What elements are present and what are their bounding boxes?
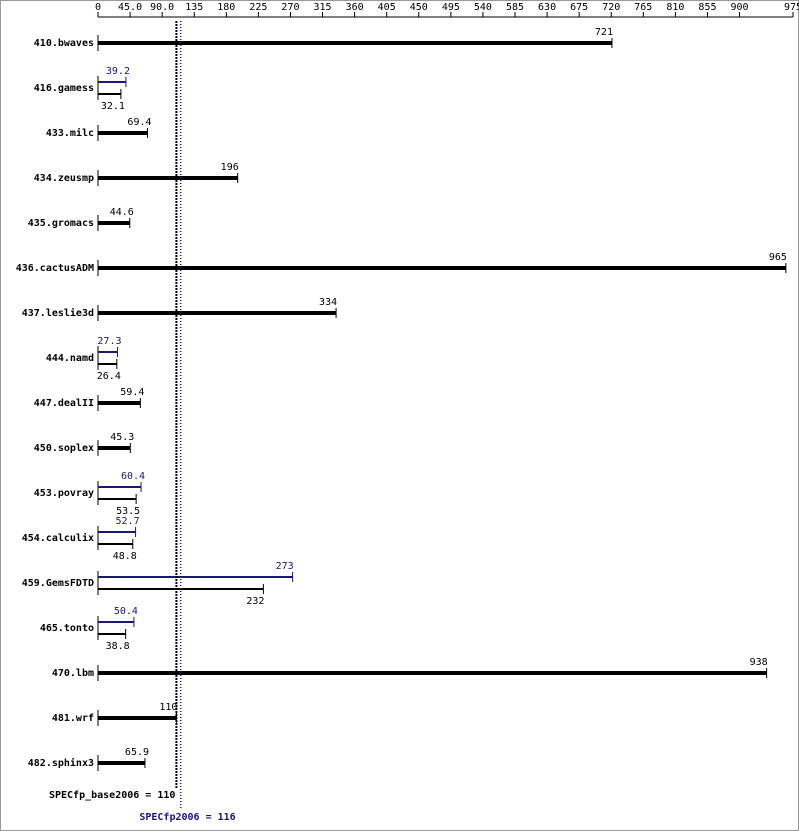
value-label: 52.7 [116,516,140,527]
x-tick-label: 225 [249,2,267,13]
category-label: 444.namd [46,353,94,364]
x-tick-label: 360 [346,2,364,13]
value-label: 39.2 [106,66,130,77]
category-label: 454.calculix [22,532,94,544]
value-label: 232 [246,596,264,607]
value-label: 60.4 [121,471,145,482]
x-tick-label: 180 [217,2,235,13]
x-tick-label: 135 [185,2,203,13]
value-label: 27.3 [97,336,121,347]
value-label: 965 [769,252,787,263]
value-label: 65.9 [125,747,149,758]
value-label: 196 [221,162,239,173]
category-label: 416.gamess [34,83,94,94]
x-tick-label: 270 [281,2,299,13]
value-label: 273 [276,561,294,572]
x-tick-label: 720 [602,2,620,13]
category-label: 436.cactusADM [16,263,94,274]
value-label: 26.4 [97,371,121,382]
x-tick-label: 630 [538,2,556,13]
value-label: 110 [159,702,177,713]
value-label: 334 [319,297,337,308]
value-label: 721 [595,27,613,38]
category-label: 459.GemsFDTD [22,578,94,589]
category-label: 437.leslie3d [22,307,94,319]
value-label: 69.4 [127,117,151,128]
category-label: 481.wrf [52,713,94,724]
category-label: 450.soplex [34,443,94,454]
category-label: 465.tonto [40,623,94,634]
value-label: 32.1 [101,101,125,112]
category-label: 435.gromacs [28,218,94,229]
category-label: 410.bwaves [34,38,94,49]
category-label: 433.milc [46,127,94,139]
value-label: 44.6 [110,207,134,218]
x-tick-label: 405 [378,2,396,13]
x-tick-label: 900 [731,2,749,13]
x-tick-label: 975 [784,2,799,13]
value-label: 59.4 [120,387,144,398]
x-tick-label: 810 [666,2,684,13]
reference-label: SPECfp_base2006 = 110 [49,790,175,801]
x-tick-label: 45.0 [118,2,142,13]
x-tick-label: 90.0 [150,2,174,13]
value-label: 938 [750,657,768,668]
x-tick-label: 855 [698,2,716,13]
x-tick-label: 450 [410,2,428,13]
x-tick-label: 495 [442,2,460,13]
category-label: 447.dealII [34,398,94,409]
x-tick-label: 765 [634,2,652,13]
x-tick-label: 675 [570,2,588,13]
reference-label: SPECfp2006 = 116 [139,812,235,823]
x-tick-label: 585 [506,2,524,13]
x-tick-label: 315 [314,2,332,13]
category-label: 453.povray [34,488,94,499]
category-label: 482.sphinx3 [28,757,94,769]
category-label: 470.lbm [52,668,94,679]
category-label: 434.zeusmp [34,173,94,184]
x-tick-label: 540 [474,2,492,13]
value-label: 48.8 [113,551,137,562]
value-label: 45.3 [110,432,134,443]
value-label: 53.5 [116,506,140,517]
value-label: 38.8 [106,641,130,652]
x-tick-label: 0 [95,2,101,13]
value-label: 50.4 [114,606,138,617]
